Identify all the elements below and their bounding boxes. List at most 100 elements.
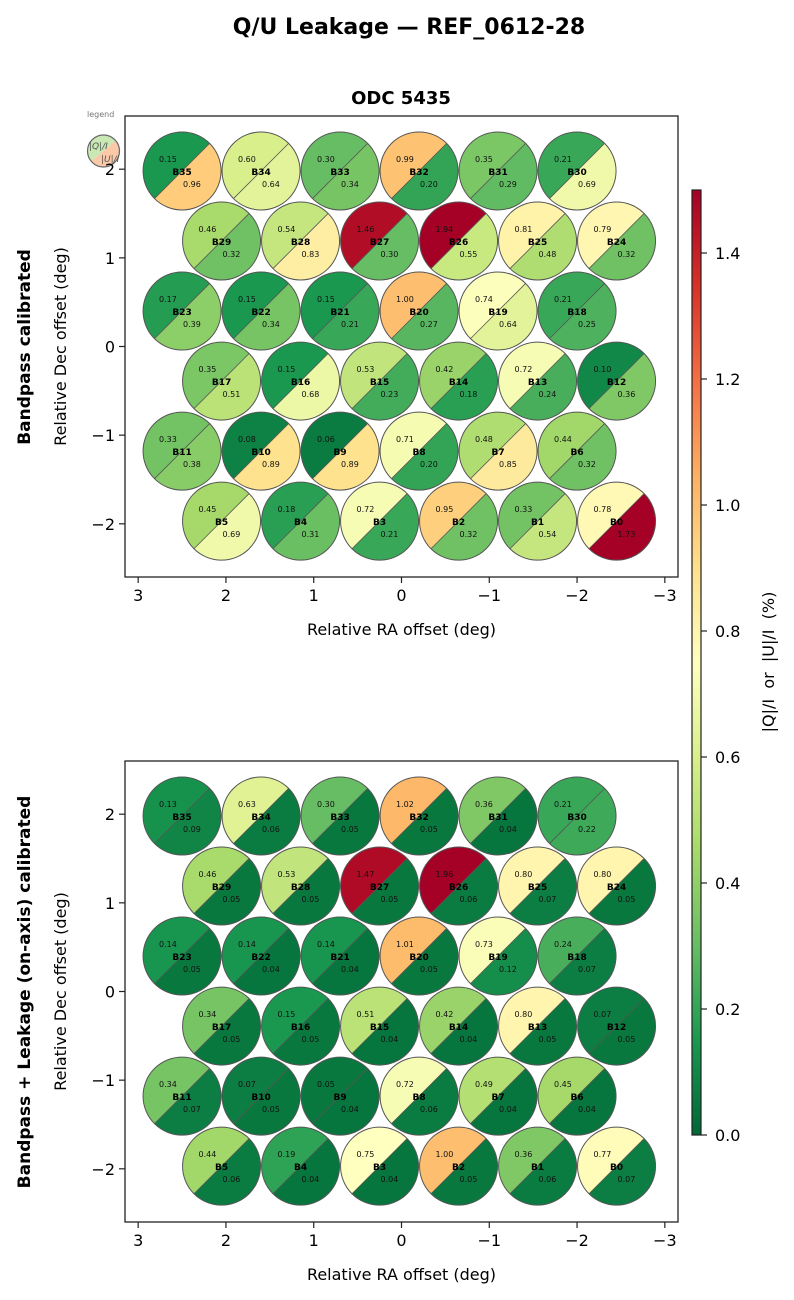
beam-divider: [391, 788, 447, 844]
beam-B30: 0.21 B30 0.69: [537, 131, 617, 211]
beam-q-value: 0.44: [554, 435, 572, 444]
beam-divider: [154, 788, 210, 844]
beam-u-value: 0.04: [460, 1035, 478, 1044]
beam-outline: [498, 846, 578, 926]
beam-outline: [379, 131, 459, 211]
beam-label: B21: [330, 308, 349, 318]
beam-u-half: [391, 788, 459, 855]
beam-u-half: [272, 353, 340, 421]
y-tick-label: 0: [105, 983, 115, 1002]
beam-B12: 0.10 B12 0.36: [577, 341, 657, 421]
beam-outline: [221, 776, 301, 856]
beam-q-value: 0.18: [278, 505, 296, 514]
beam-label: B2: [452, 1163, 465, 1173]
beam-label: B31: [488, 813, 507, 823]
colorbar-tick-label: 0.0: [715, 1126, 740, 1145]
beam-u-value: 0.89: [262, 460, 280, 469]
beam-u-half: [509, 1138, 577, 1206]
beam-label: B19: [488, 308, 507, 318]
beam-q-half: [261, 482, 329, 549]
beam-divider: [351, 213, 408, 269]
beam-outline: [419, 201, 499, 281]
beam-q-half: [222, 917, 289, 984]
beam-divider: [588, 998, 645, 1054]
beam-q-half: [182, 1127, 250, 1194]
beam-divider: [154, 143, 210, 199]
beam-B24: 0.79 B24 0.32: [577, 201, 657, 281]
beam-q-value: 0.71: [396, 435, 414, 444]
beam-divider: [470, 283, 526, 339]
beam-q-half: [577, 1127, 645, 1194]
beam-u-half: [312, 143, 380, 210]
beam-divider: [233, 283, 289, 339]
beam-divider: [233, 423, 289, 479]
beam-q-value: 0.45: [199, 505, 217, 514]
beam-outline: [261, 341, 341, 421]
beam-q-value: 1.46: [357, 225, 375, 234]
beam-u-value: 0.04: [302, 1175, 320, 1184]
beam-B8: 0.72 B8 0.06: [379, 1056, 459, 1136]
beam-B14: 0.42 B14 0.04: [419, 986, 499, 1066]
beam-divider: [470, 928, 526, 984]
beam-q-value: 0.24: [554, 940, 572, 949]
beam-q-value: 0.33: [515, 505, 533, 514]
beam-divider: [588, 858, 645, 914]
beam-outline: [142, 916, 222, 996]
beam-u-value: 0.05: [183, 965, 201, 974]
beam-q-value: 0.10: [594, 365, 612, 374]
beam-u-value: 0.05: [420, 965, 438, 974]
beam-q-value: 0.07: [594, 1010, 612, 1019]
beam-outline: [458, 776, 538, 856]
beam-divider: [549, 283, 605, 339]
beam-B16: 0.15 B16 0.05: [261, 986, 341, 1066]
beam-u-value: 0.05: [618, 1035, 636, 1044]
beam-u-value: 0.23: [381, 390, 399, 399]
beam-q-half: [498, 847, 566, 914]
beam-u-value: 0.21: [381, 530, 399, 539]
beam-u-half: [154, 283, 222, 351]
beam-q-value: 0.17: [159, 295, 177, 304]
beam-q-half: [143, 131, 210, 199]
colorbar-tick-label: 0.8: [715, 622, 740, 641]
beam-divider: [391, 423, 447, 479]
beam-B33: 0.30 B33 0.05: [300, 776, 380, 856]
beam-q-half: [261, 847, 329, 914]
beam-u-value: 0.05: [302, 1035, 320, 1044]
beam-u-half: [154, 928, 222, 996]
beam-B6: 0.45 B6 0.04: [537, 1056, 617, 1136]
beam-B32: 0.99 B32 0.20: [379, 131, 459, 211]
beam-u-half: [470, 283, 538, 351]
beam-divider: [470, 423, 526, 479]
beam-q-value: 1.94: [436, 225, 454, 234]
beam-q-value: 0.15: [278, 365, 296, 374]
beam-u-half: [470, 423, 538, 491]
beam-q-value: 1.00: [396, 295, 414, 304]
beam-u-value: 0.31: [302, 530, 320, 539]
x-tick-label: −1: [477, 1231, 501, 1250]
beam-q-half: [459, 777, 526, 844]
row-label-bottom: Bandpass + Leakage (on-axis) calibrated: [15, 796, 35, 1189]
beam-outline: [182, 341, 262, 421]
beam-label: B8: [412, 448, 425, 458]
beam-q-value: 0.15: [278, 1010, 296, 1019]
beam-B6: 0.44 B6 0.32: [537, 411, 617, 491]
beam-u-value: 0.06: [460, 895, 478, 904]
y-tick-label: −1: [91, 426, 115, 445]
beam-label: B7: [491, 448, 504, 458]
beam-q-half: [498, 987, 566, 1054]
beam-B7: 0.48 B7 0.85: [458, 411, 538, 491]
beam-q-value: 0.07: [238, 1080, 256, 1089]
beam-label: B10: [251, 1093, 270, 1103]
x-tick-label: −3: [653, 1231, 677, 1250]
beam-B28: 0.53 B28 0.05: [261, 846, 341, 926]
beam-q-half: [459, 917, 526, 984]
y-tick-label: 2: [105, 805, 115, 824]
beam-u-half: [233, 143, 301, 210]
beam-outline: [537, 1056, 617, 1136]
beam-B11: 0.34 B11 0.07: [142, 1056, 222, 1136]
beam-outline: [537, 916, 617, 996]
beam-q-half: [577, 202, 645, 269]
beam-B14: 0.42 B14 0.18: [419, 341, 499, 421]
y-tick-label: 1: [105, 249, 115, 268]
beam-outline: [142, 1056, 222, 1136]
